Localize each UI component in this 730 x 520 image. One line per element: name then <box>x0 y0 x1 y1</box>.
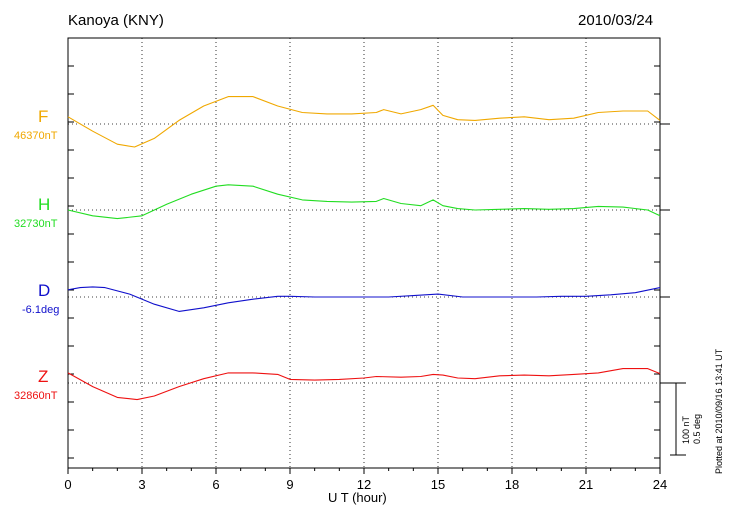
x-tick-label: 12 <box>357 477 371 492</box>
x-tick-label: 21 <box>579 477 593 492</box>
date-label: 2010/03/24 <box>578 12 654 29</box>
x-tick-label: 9 <box>286 477 293 492</box>
baseline-label-z: 32860nT <box>14 390 58 402</box>
series-line-h <box>67 184 661 220</box>
plotted-timestamp: Plotted at 2010/09/16 13:41 UT <box>714 348 724 474</box>
station-title: Kanoya (KNY) <box>68 12 164 29</box>
series-label-z: Z <box>38 367 49 386</box>
x-axis-title: U T (hour) <box>328 490 387 505</box>
x-tick-label: 24 <box>653 477 667 492</box>
x-tick-label: 6 <box>212 477 219 492</box>
x-tick-label: 15 <box>431 477 445 492</box>
series-line-f <box>67 96 661 148</box>
baseline-label-f: 46370nT <box>14 130 58 142</box>
series-line-z <box>67 368 661 401</box>
baseline-label-h: 32730nT <box>14 218 58 230</box>
series-label-d: D <box>38 281 51 300</box>
x-tick-label: 0 <box>64 477 71 492</box>
series-label-f: F <box>38 107 49 126</box>
scale-label-deg: 0.5 deg <box>692 413 702 444</box>
baseline-label-d: -6.1deg <box>22 304 60 316</box>
x-tick-label: 3 <box>138 477 145 492</box>
series-label-h: H <box>38 195 51 214</box>
series-line-d <box>67 286 661 312</box>
x-tick-label: 18 <box>505 477 519 492</box>
scale-label-nt: 100 nT <box>681 415 691 444</box>
